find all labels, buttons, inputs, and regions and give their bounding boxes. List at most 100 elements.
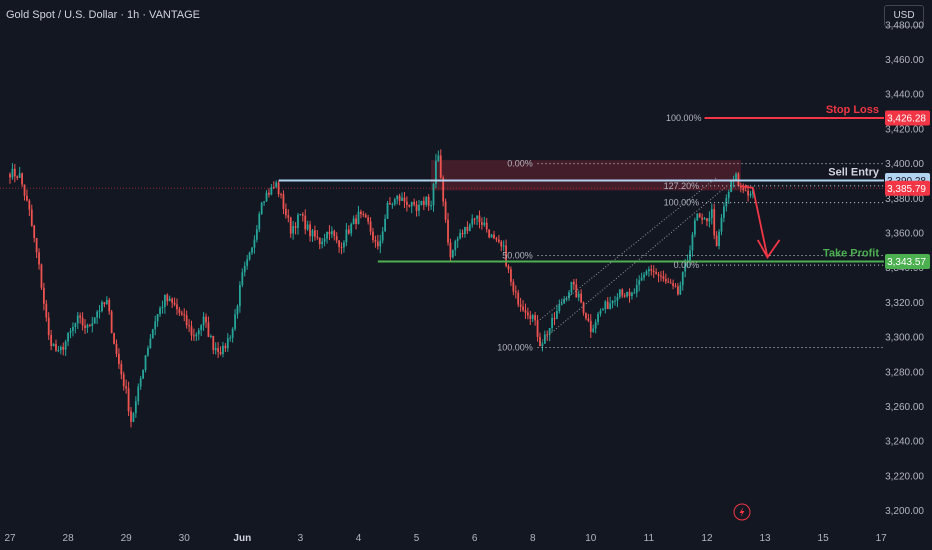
candle-body: [79, 315, 82, 318]
candle-body: [110, 311, 113, 334]
candle-body: [410, 201, 413, 207]
time-axis: 27 28 29 30 Jun 3 4 5 6 8 10 11 12 13 15 17: [4, 503, 887, 544]
candle-body: [660, 275, 662, 277]
candle-body: [730, 180, 733, 192]
candle-body: [263, 201, 265, 203]
candle-body: [326, 231, 328, 239]
candle-body: [127, 388, 130, 412]
price-axis: 3,200.00 3,220.00 3,240.00 3,260.00 3,280.00…: [885, 20, 930, 517]
candle-body: [59, 346, 62, 351]
candle-body: [139, 378, 142, 387]
candle-body: [495, 238, 498, 240]
candle-body: [493, 234, 495, 239]
candle-body: [243, 265, 246, 273]
candle-body: [292, 226, 295, 234]
candle-body: [52, 343, 55, 347]
candle-body: [585, 312, 587, 319]
fib-left-label: 0.00%: [507, 159, 533, 169]
time-tick-label: 5: [414, 533, 420, 544]
candle-body: [21, 173, 23, 185]
time-tick-label: 11: [644, 533, 655, 544]
price-tick-label: 3,460.00: [885, 55, 924, 66]
candle-body: [96, 311, 99, 318]
sell-arrow: [740, 185, 769, 258]
candle-body: [684, 262, 687, 272]
candle-body: [633, 292, 636, 294]
candle-body: [536, 320, 539, 337]
candle-body: [350, 224, 353, 234]
candle-body: [369, 221, 372, 232]
fib-left-label: 100.00%: [497, 343, 533, 353]
candle-body: [105, 300, 108, 304]
current-price-tag-bg: [885, 180, 930, 196]
price-tick-label: 3,400.00: [885, 159, 924, 170]
candle-body: [209, 335, 212, 337]
trend-channel-line: [539, 184, 730, 343]
candle-body: [161, 306, 164, 309]
candle-body: [459, 232, 462, 239]
candle-body: [314, 230, 316, 237]
symbol-title: Gold Spot / U.S. Dollar · 1h · VANTAGE: [6, 9, 200, 21]
candle-body: [674, 285, 677, 287]
candle-body: [234, 314, 236, 329]
candle-body: [710, 209, 713, 218]
candle-body: [490, 234, 493, 238]
candle-body: [435, 160, 437, 184]
candle-body: [67, 332, 69, 342]
price-tick-label: 3,260.00: [885, 402, 924, 413]
candle-body: [483, 222, 486, 225]
candle-body: [156, 314, 159, 322]
candle-body: [101, 302, 103, 312]
candle-body: [500, 241, 503, 247]
candle-body: [510, 269, 512, 282]
candle-body: [626, 291, 628, 297]
time-tick-label: 28: [63, 533, 75, 544]
candle-body: [115, 343, 118, 354]
candle-body: [16, 176, 19, 178]
candle-body: [519, 304, 522, 307]
candle-body: [284, 208, 287, 216]
candle-body: [197, 330, 200, 335]
candle-body: [151, 329, 154, 339]
candle-body: [200, 325, 203, 331]
candle-body: [176, 304, 178, 310]
candle-body: [108, 300, 111, 312]
candle-body: [604, 301, 607, 310]
fib-left-label: 50.00%: [502, 251, 533, 261]
candle-body: [413, 201, 416, 205]
candle-body: [360, 211, 362, 215]
candle-body: [260, 202, 263, 214]
candle-body: [166, 294, 169, 302]
candle-body: [393, 199, 396, 205]
lightning-icon[interactable]: [733, 503, 751, 521]
candle-body: [297, 214, 299, 228]
candle-body: [447, 219, 449, 243]
candle-body: [672, 283, 674, 286]
candle-body: [691, 234, 694, 251]
candle-body: [120, 363, 123, 375]
currency-button[interactable]: USD: [884, 5, 924, 27]
candle-body: [38, 252, 40, 265]
candle-body: [84, 325, 86, 328]
candle-body: [384, 218, 386, 232]
candle-body: [289, 217, 292, 234]
candle-body: [618, 289, 621, 298]
candle-body: [224, 345, 227, 349]
candle-body: [553, 318, 556, 320]
candle-body: [572, 281, 575, 285]
price-tick-label: 3,440.00: [885, 90, 924, 101]
candle-body: [163, 294, 166, 307]
drawing-layer: 0.00% 50.00% 100.00% 100.00% 127.20% 100.00% 0…: [278, 104, 884, 353]
stop-loss-price-tag: 3,426.28: [887, 114, 926, 125]
candle-body: [214, 348, 217, 351]
candle-body: [398, 195, 401, 201]
candle-body: [149, 338, 152, 349]
candle-body: [543, 334, 546, 344]
candle-body: [715, 235, 718, 247]
candle-body: [91, 323, 94, 326]
candle-body: [323, 238, 326, 242]
candle-body: [282, 194, 285, 209]
candle-body: [602, 309, 604, 311]
candle-body: [473, 218, 476, 220]
